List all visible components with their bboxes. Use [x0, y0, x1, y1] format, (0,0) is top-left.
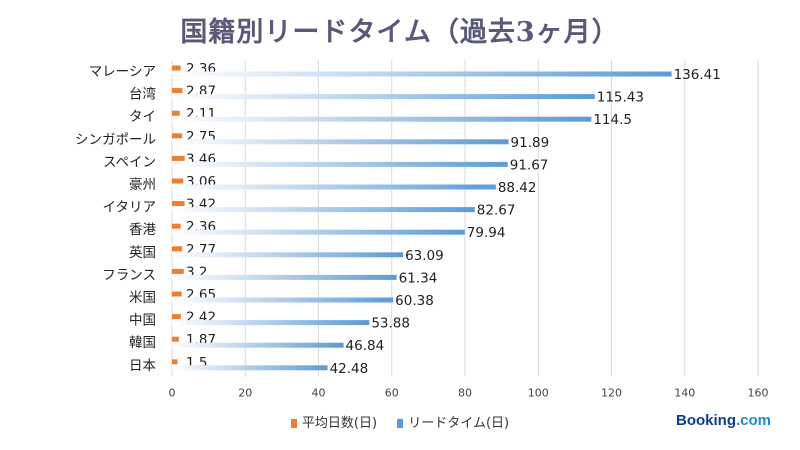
- category-label: シンガポール: [75, 132, 156, 148]
- data-label-leadtime: 91.89: [511, 135, 550, 151]
- bar-leadtime: [172, 116, 592, 122]
- bar-leadtime: [172, 297, 394, 303]
- legend-swatch-leadtime: [397, 419, 404, 428]
- bar-average: [172, 314, 181, 320]
- legend-label-leadtime: リードタイム(日): [408, 416, 510, 431]
- category-label: 米国: [129, 290, 156, 306]
- data-label-leadtime: 91.67: [510, 157, 549, 173]
- legend-item-average: 平均日数(日): [290, 412, 378, 431]
- bar-leadtime: [172, 365, 328, 371]
- legend-swatch-average: [290, 419, 297, 428]
- bar-average: [172, 201, 185, 207]
- bar-leadtime: [172, 207, 475, 213]
- bar-leadtime: [172, 274, 397, 280]
- category-label: マレーシア: [89, 64, 156, 80]
- category-label: 豪州: [129, 177, 156, 193]
- category-label: フランス: [102, 267, 156, 283]
- data-label-leadtime: 79.94: [467, 225, 506, 241]
- data-label-leadtime: 53.88: [371, 316, 410, 332]
- data-label-leadtime: 82.67: [477, 203, 516, 219]
- category-label: 日本: [129, 358, 156, 374]
- bar-average: [172, 155, 185, 161]
- data-label-leadtime: 60.38: [395, 293, 434, 309]
- legend-label-average: 平均日数(日): [301, 416, 378, 431]
- category-label: タイ: [129, 109, 156, 125]
- bar-average: [172, 291, 182, 297]
- data-label-leadtime: 115.43: [597, 90, 644, 106]
- x-tick-label: 60: [385, 386, 399, 399]
- bar-leadtime: [172, 161, 508, 167]
- category-label: 韓国: [129, 335, 156, 351]
- bar-leadtime: [172, 94, 595, 100]
- bar-average: [172, 246, 183, 252]
- bar-leadtime: [172, 71, 672, 77]
- data-label-leadtime: 61.34: [399, 270, 438, 286]
- x-tick-label: 80: [458, 386, 472, 399]
- category-label: 香港: [129, 222, 156, 238]
- bar-average: [172, 336, 179, 342]
- legend-item-leadtime: リードタイム(日): [397, 412, 509, 431]
- bar-average: [172, 268, 184, 274]
- x-tick-label: 100: [528, 386, 549, 399]
- data-label-leadtime: 136.41: [674, 67, 721, 83]
- x-tick-label: 40: [312, 386, 326, 399]
- category-label: 中国: [129, 313, 156, 329]
- data-label-leadtime: 63.09: [405, 248, 444, 264]
- x-tick-label: 20: [238, 386, 252, 399]
- bar-average: [172, 223, 181, 229]
- x-tick-label: 0: [169, 386, 176, 399]
- bar-leadtime: [172, 139, 509, 145]
- x-tick-label: 140: [674, 386, 695, 399]
- data-label-leadtime: 46.84: [346, 338, 385, 354]
- chart-title: 国籍別リードタイム（過去3ヶ月）: [180, 17, 620, 48]
- bar-average: [172, 65, 181, 71]
- brand-suffix: .com: [736, 412, 772, 429]
- bar-leadtime: [172, 229, 465, 235]
- bar-average: [172, 133, 183, 139]
- category-label: スペイン: [103, 154, 156, 170]
- brand-name: Booking: [676, 412, 736, 429]
- bar-average: [172, 88, 183, 94]
- bar-average: [172, 110, 180, 116]
- x-tick-label: 160: [748, 386, 769, 399]
- data-label-leadtime: 42.48: [330, 361, 369, 377]
- category-label: 台湾: [129, 86, 156, 103]
- booking-logo: Booking.com: [676, 412, 771, 429]
- data-label-leadtime: 88.42: [498, 180, 537, 196]
- category-label: イタリア: [103, 200, 156, 216]
- category-label: 英国: [129, 244, 156, 261]
- bar-leadtime: [172, 252, 404, 258]
- legend: 平均日数(日) リードタイム(日): [0, 412, 800, 431]
- x-tick-label: 120: [601, 386, 622, 399]
- bar-leadtime: [172, 342, 344, 348]
- bar-leadtime: [172, 320, 370, 326]
- bar-average: [172, 359, 178, 365]
- data-label-leadtime: 114.5: [593, 112, 632, 128]
- bar-leadtime: [172, 184, 496, 190]
- bar-average: [172, 178, 184, 184]
